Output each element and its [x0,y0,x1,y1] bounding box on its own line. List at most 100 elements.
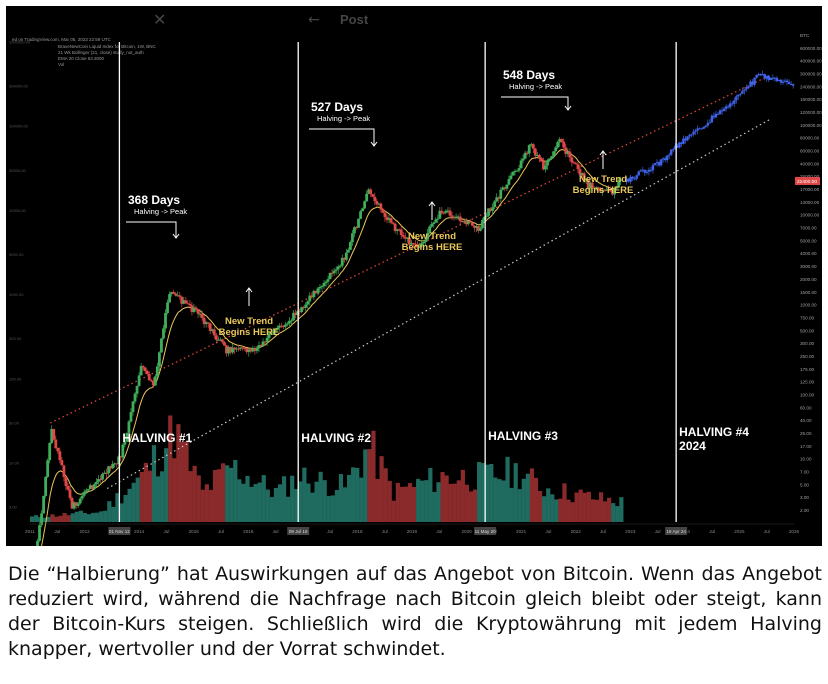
volume-bar [269,496,274,522]
volume-bar [99,511,104,522]
arrow-head [172,233,180,239]
candle-body [84,490,88,492]
candle-body [141,365,145,368]
candle-body [615,186,618,189]
back-arrow-icon[interactable]: ← [308,12,320,28]
bitcoin-halving-chart: ✕ ← Post ed on TradingView.com, Mar 05, … [9,10,822,546]
right-axis-label: 80000.00 [800,136,820,141]
candle-body [361,208,365,212]
candle-body [300,307,304,313]
volume-bar [286,496,291,522]
candle-body [206,322,210,324]
projection-candle [647,169,651,172]
candle-body [588,182,592,189]
candle-body [188,303,192,306]
candle-body [70,497,74,509]
candle-body [281,326,285,328]
candle-body [164,312,167,329]
volume-bar [562,483,567,522]
close-icon[interactable]: ✕ [153,10,166,29]
cycle-halving-peak-label: Halving -> Peak [509,82,562,91]
projection-candle [676,145,679,148]
candle-body [162,328,165,339]
projection-candle [761,74,764,76]
projection-candle [789,84,793,86]
x-tick-label: Jul [655,529,661,534]
volume-bar [371,430,376,522]
x-tick-label: Jul [273,529,279,534]
candle-body [552,151,556,157]
candle-body [158,352,161,367]
projection-candle [680,142,683,144]
candle-body [133,393,137,402]
ema-line [41,149,620,546]
candle-body [460,221,464,223]
candle-body [507,179,511,185]
candle-body [145,370,149,375]
halving-label: HALVING #2 [301,431,371,445]
candle-body [336,266,340,270]
volume-bar [391,500,396,522]
volume-bar [115,493,120,522]
candle-body [155,366,159,377]
candle-body [412,243,415,245]
x-tick-label: Jul [436,529,442,534]
x-tick-label: 2014 [134,529,145,534]
right-axis-label: 25000.00 [800,174,820,179]
candle-body [214,335,218,340]
volume-bar [261,475,266,522]
cycle-days-label: 548 Days [503,68,555,82]
candle-body [68,489,72,498]
projection-candle [688,135,691,137]
projection-candle [659,159,663,166]
candle-body [548,158,551,161]
projection-candle [712,115,716,118]
candle-body [326,279,330,282]
left-axis-label: 10.00 [9,461,20,466]
right-axis-label: 175.00 [800,367,814,372]
projection-candle [731,103,734,105]
candle-body [318,286,322,289]
left-axis-label: 3000.00 [9,252,24,257]
volume-bar [351,467,356,522]
volume-bar [249,486,254,522]
candle-body [609,190,612,192]
volume-bar [42,517,47,522]
volume-bar [298,481,303,522]
halving-date-tag [474,527,497,535]
volume-bar [497,479,502,522]
candle-body [221,339,224,343]
projection-candle [657,162,661,166]
candle-body [265,337,269,342]
x-tick-label: 2015 [189,529,200,534]
candle-body [109,466,113,469]
right-axis-label: 3000.00 [800,264,817,269]
candle-body [527,145,531,154]
right-axis-label: 2.00 [800,508,809,513]
candle-body [241,347,245,349]
projection-candle [690,134,693,136]
candle-body [446,210,450,212]
candle-body [143,367,147,371]
candle-body [409,243,413,245]
left-axis-label: 100.00 [9,376,22,381]
candle-body [424,239,427,243]
projection-candle [787,82,791,85]
candle-body [88,485,92,490]
volume-bar [322,480,327,522]
candle-body [320,286,324,288]
candle-body [511,171,515,176]
candle-body [66,485,70,490]
candle-body [131,401,135,413]
candle-body [125,432,129,442]
volume-bar [412,486,417,522]
candle-body [190,305,194,312]
volume-bar [103,510,108,522]
candle-body [472,225,476,228]
left-axis-label: 300000.00 [9,84,29,89]
candle-body [485,215,488,217]
candle-body [598,189,602,192]
volume-bar [151,445,157,522]
candle-body [149,380,153,382]
volume-bar [505,456,510,522]
